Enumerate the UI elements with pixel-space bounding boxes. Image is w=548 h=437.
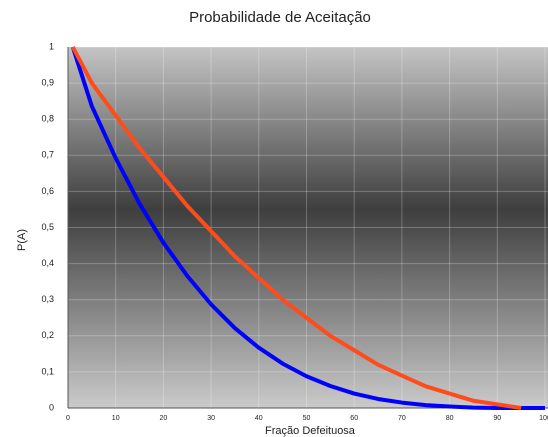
x-tick-label: 90: [493, 415, 501, 422]
x-tick-label: 100: [539, 415, 548, 422]
y-tick-label: 0,4: [41, 258, 54, 268]
series-line: [71, 46, 522, 410]
y-tick-label: 0,1: [41, 366, 54, 376]
y-tick-label: 0,6: [41, 186, 54, 196]
x-tick-label: 60: [350, 415, 358, 422]
y-tick-label: 0,9: [41, 77, 54, 87]
series-line: [70, 46, 545, 410]
x-tick-label: 70: [398, 415, 406, 422]
y-axis-label: P(A): [16, 229, 28, 251]
x-tick-label: 10: [112, 415, 120, 422]
x-tick-label: 0: [66, 415, 70, 422]
y-tick-label: 0,2: [41, 330, 54, 340]
x-tick-label: 40: [255, 415, 263, 422]
plot-area: [68, 47, 548, 408]
x-tick-label: 30: [207, 415, 215, 422]
x-axis-label: Fração Defeituosa: [265, 425, 356, 437]
x-tick-label: 20: [160, 415, 168, 422]
y-tick-label: 0,3: [41, 294, 54, 304]
x-tick-label: 80: [446, 415, 454, 422]
y-tick-label: 0,7: [41, 150, 54, 160]
x-tick-label: 50: [303, 415, 311, 422]
y-tick-label: 0,8: [41, 114, 54, 124]
y-tick-label: 0: [49, 402, 54, 412]
y-tick-label: 0,5: [41, 222, 54, 232]
y-tick-label: 1: [49, 41, 54, 51]
chart-title: Probabilidade de Aceitação: [189, 9, 371, 26]
